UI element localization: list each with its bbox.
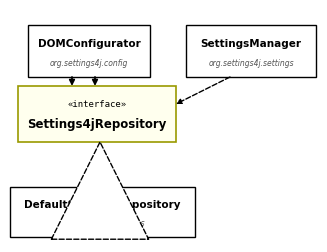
FancyBboxPatch shape [186,26,316,78]
Text: SettingsManager: SettingsManager [200,39,301,49]
Text: Settings4jRepository: Settings4jRepository [27,117,167,131]
Text: DOMConfigurator: DOMConfigurator [38,39,140,49]
Text: org.settings4j.config: org.settings4j.config [50,59,128,68]
FancyBboxPatch shape [28,26,150,78]
FancyBboxPatch shape [18,87,176,142]
Text: org.settings4j.settings: org.settings4j.settings [60,219,145,228]
Text: DefaultSettingsRepository: DefaultSettingsRepository [24,200,181,210]
Text: org.settings4j.settings: org.settings4j.settings [208,59,294,68]
Text: «interface»: «interface» [67,100,127,109]
FancyBboxPatch shape [10,187,195,237]
